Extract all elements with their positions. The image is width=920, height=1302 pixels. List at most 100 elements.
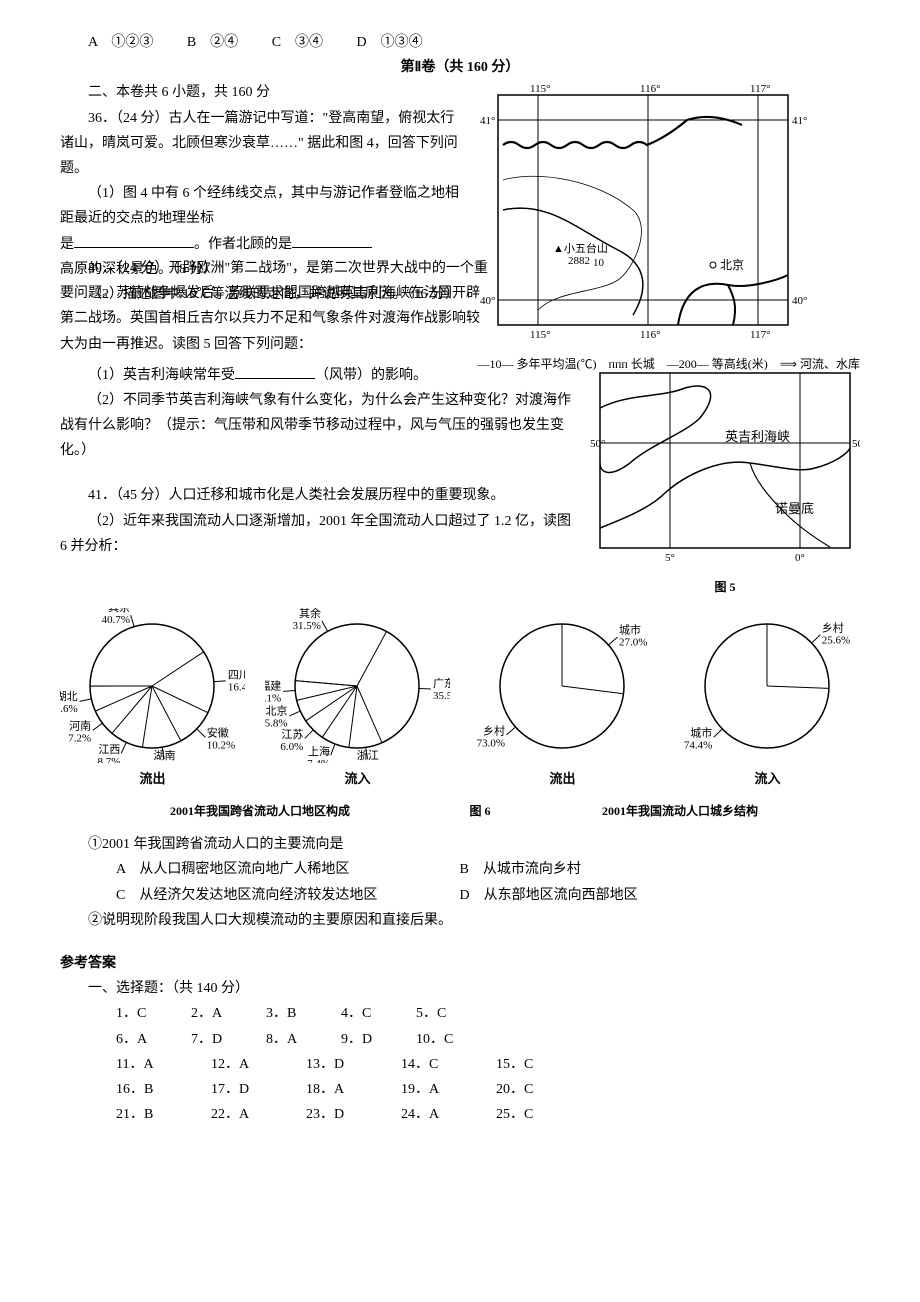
pie-outflow-province: 其余40.7%四川16.4%安徽10.2%湖南10.2%江西8.7%河南7.2%…: [60, 608, 245, 763]
pie-outflow-urban: 城市27.0%乡村73.0%: [470, 608, 655, 763]
answer-cell: 6．A: [88, 1027, 163, 1052]
svg-text:115°: 115°: [530, 329, 551, 341]
answer-cell: 10．C: [388, 1027, 463, 1052]
answer-cell: 20．C: [468, 1077, 563, 1102]
options-line: A ①②③ B ②④ C ③④ D ①③④: [60, 30, 860, 55]
svg-text:7.4%: 7.4%: [307, 758, 330, 763]
q41-p2: （2）近年来我国流动人口逐渐增加，2001 年全国流动人口超过了 1.2 亿，读…: [60, 509, 575, 559]
blank-wind: [235, 378, 315, 379]
svg-text:27.0%: 27.0%: [619, 637, 647, 649]
q41-opts-row1: A 从人口稠密地区流向地广人稀地区 B 从城市流向乡村: [60, 857, 860, 882]
svg-text:8.7%: 8.7%: [98, 756, 121, 763]
pie-inflow-province: 其余31.5%广东35.5%浙江8.7%上海7.4%江苏6.0%北京5.8%福建…: [265, 608, 450, 763]
pie1-label: 流出: [60, 767, 245, 790]
svg-text:35.5%: 35.5%: [433, 690, 450, 702]
svg-text:115°: 115°: [530, 83, 551, 95]
opt-b: B ②④: [187, 35, 238, 50]
answer-cell: 19．A: [373, 1077, 468, 1102]
q41-stem: 41．（45 分）人口迁移和城市化是人类社会发展历程中的重要现象。: [60, 483, 575, 508]
svg-text:安徽: 安徽: [207, 726, 229, 740]
svg-text:40.7%: 40.7%: [102, 615, 130, 627]
answer-row: 1．C2．A3．B4．C5．C: [60, 1001, 860, 1026]
svg-text:10.2%: 10.2%: [150, 762, 178, 763]
svg-text:乡村: 乡村: [483, 724, 505, 738]
svg-text:5°: 5°: [665, 552, 675, 564]
figure-5-map: 英吉利海峡 诺曼底 50° 50° 5° 0°: [590, 363, 860, 573]
svg-text:50°: 50°: [852, 438, 860, 450]
svg-text:湖南: 湖南: [153, 749, 175, 762]
answer-cell: 21．B: [88, 1102, 183, 1127]
svg-text:10.2%: 10.2%: [207, 740, 235, 752]
q41-sub2: ②说明现阶段我国人口大规模流动的主要原因和直接后果。: [60, 908, 860, 933]
svg-text:7.2%: 7.2%: [68, 733, 91, 745]
svg-text:16.4%: 16.4%: [228, 682, 245, 694]
q40-p1: （1）英吉利海峡常年受（风带）的影响。: [60, 363, 575, 388]
answer-cell: 2．A: [163, 1001, 238, 1026]
svg-text:116°: 116°: [640, 83, 661, 95]
svg-text:▲小五台山: ▲小五台山: [553, 241, 608, 255]
q41-sub1: ①2001 年我国跨省流动人口的主要流向是: [60, 832, 860, 857]
opt-a: A ①②③: [88, 35, 153, 50]
answer-cell: 17．D: [183, 1077, 278, 1102]
q40-p1b: （风带）的影响。: [315, 368, 427, 383]
svg-text:41°: 41°: [480, 115, 495, 127]
svg-text:0°: 0°: [795, 552, 805, 564]
answer-cell: 23．D: [278, 1102, 373, 1127]
q41-optb: B 从城市流向乡村: [432, 857, 772, 882]
svg-text:北京: 北京: [720, 258, 744, 272]
q36-stem: 36．（24 分）古人在一篇游记中写道："登高南望，俯视太行诸山，晴岚可爱。北顾…: [60, 106, 463, 182]
blank-coord: [74, 247, 194, 248]
answer-cell: 11．A: [88, 1052, 183, 1077]
answer-cell: 7．D: [163, 1027, 238, 1052]
answer-row: 11．A12．A13．D14．C15．C: [60, 1052, 860, 1077]
answer-cell: 9．D: [313, 1027, 388, 1052]
blank-plateau: [292, 247, 372, 248]
q36-p1b-prefix: 是: [60, 237, 74, 252]
svg-text:乡村: 乡村: [822, 621, 844, 635]
answer-cell: 8．A: [238, 1027, 313, 1052]
q41-opta: A 从人口稠密地区流向地广人稀地区: [88, 857, 428, 882]
answer-row: 16．B17．D18．A19．A20．C: [60, 1077, 860, 1102]
fig6-title-mid: 图 6: [469, 801, 490, 823]
q40-p2: （2）不同季节英吉利海峡气象有什么变化，为什么会产生这种变化？对渡海作战有什么影…: [60, 388, 575, 464]
answer-cell: 14．C: [373, 1052, 468, 1077]
q41-optd: D 从东部地区流向西部地区: [432, 883, 772, 908]
svg-text:福建: 福建: [265, 679, 281, 693]
svg-text:116°: 116°: [640, 329, 661, 341]
answer-cell: 3．B: [238, 1001, 313, 1026]
svg-text:50°: 50°: [590, 438, 605, 450]
answer-cell: 4．C: [313, 1001, 388, 1026]
answer-cell: 25．C: [468, 1102, 563, 1127]
answer-cell: 15．C: [468, 1052, 563, 1077]
svg-text:四川: 四川: [228, 670, 245, 682]
pie4-label: 流入: [675, 767, 860, 790]
q41-opts-row2: C 从经济欠发达地区流向经济较发达地区 D 从东部地区流向西部地区: [60, 883, 860, 908]
svg-text:8.7%: 8.7%: [356, 763, 379, 764]
q36-p1a: （1）图 4 中有 6 个经纬线交点，其中与游记作者登临之地相距最近的交点的地理…: [60, 181, 463, 231]
svg-text:城市: 城市: [690, 726, 712, 740]
svg-text:40°: 40°: [480, 295, 495, 307]
answer-cell: 22．A: [183, 1102, 278, 1127]
answer-cell: 13．D: [278, 1052, 373, 1077]
answer-cell: 1．C: [88, 1001, 163, 1026]
svg-text:5.1%: 5.1%: [265, 693, 281, 705]
svg-text:北京: 北京: [265, 704, 287, 718]
q41-optc: C 从经济欠发达地区流向经济较发达地区: [88, 883, 428, 908]
q36-p1b-mid: 。作者北顾的是: [194, 237, 292, 252]
opt-d: D ①③④: [357, 35, 423, 50]
answer-row: 6．A7．D8．A9．D10．C: [60, 1027, 860, 1052]
svg-text:25.6%: 25.6%: [822, 635, 850, 647]
section2-intro: 二、本卷共 6 小题，共 160 分: [60, 80, 463, 105]
pie2-label: 流入: [265, 767, 450, 790]
svg-text:5.8%: 5.8%: [265, 718, 287, 730]
pie-inflow-urban: 乡村25.6%城市74.4%: [675, 608, 860, 763]
svg-text:湖北: 湖北: [60, 690, 78, 703]
svg-text:诺曼底: 诺曼底: [775, 501, 814, 516]
opt-c: C ③④: [272, 35, 323, 50]
svg-text:浙江: 浙江: [357, 750, 379, 763]
answers-title: 参考答案: [60, 951, 860, 976]
svg-text:41°: 41°: [792, 115, 807, 127]
answer-row: 21．B22．A23．D24．A25．C: [60, 1102, 860, 1127]
svg-text:73.0%: 73.0%: [477, 738, 505, 750]
svg-text:31.5%: 31.5%: [293, 620, 321, 632]
